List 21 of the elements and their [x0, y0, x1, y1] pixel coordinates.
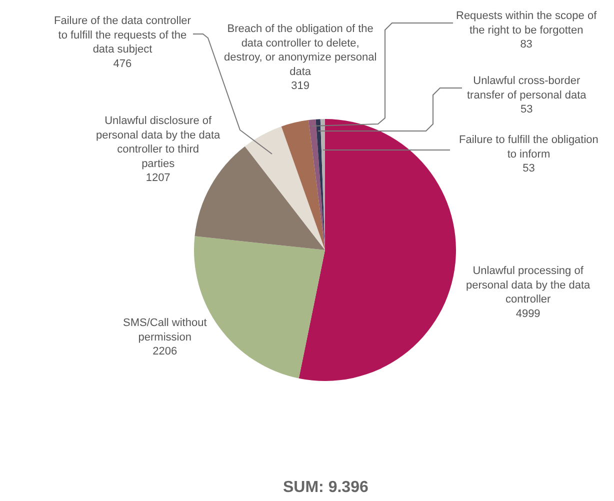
slice-label: Unlawful processing of personal data by the data controller	[466, 265, 592, 306]
data-label: 53	[520, 104, 533, 116]
pie-slice	[244, 126, 325, 250]
slice-label: Failure to fulfill the obligation to inform	[459, 134, 598, 160]
data-label: 53	[522, 162, 535, 175]
data-label: 319	[291, 80, 310, 92]
pie-slice	[308, 119, 325, 250]
data-label: 4999	[516, 308, 540, 320]
data-label: 83	[520, 38, 532, 51]
pie-slice	[281, 120, 325, 250]
data-label: 1207	[146, 172, 170, 184]
data-label: 2206	[152, 346, 178, 358]
data-label: 476	[113, 58, 132, 70]
slice-label: Unlawful cross-border transfer of personal data	[467, 75, 588, 102]
slice-label: Unlawful disclosure of personal data by the data controller to third parties	[96, 115, 222, 170]
pie-slice	[298, 119, 456, 381]
slice-label: Failure of the data controller to fulfill the requests of the data subject	[54, 15, 192, 56]
slice-label: SMS/Call without permission	[123, 317, 207, 344]
text: SUM: 9.396	[283, 479, 368, 496]
slice-label: Breach of the obligation of the data controller to delete, destroy, or anonymize personal data	[224, 23, 377, 78]
slice-label: Requests within the scope of the right to be forgotten	[456, 10, 598, 36]
